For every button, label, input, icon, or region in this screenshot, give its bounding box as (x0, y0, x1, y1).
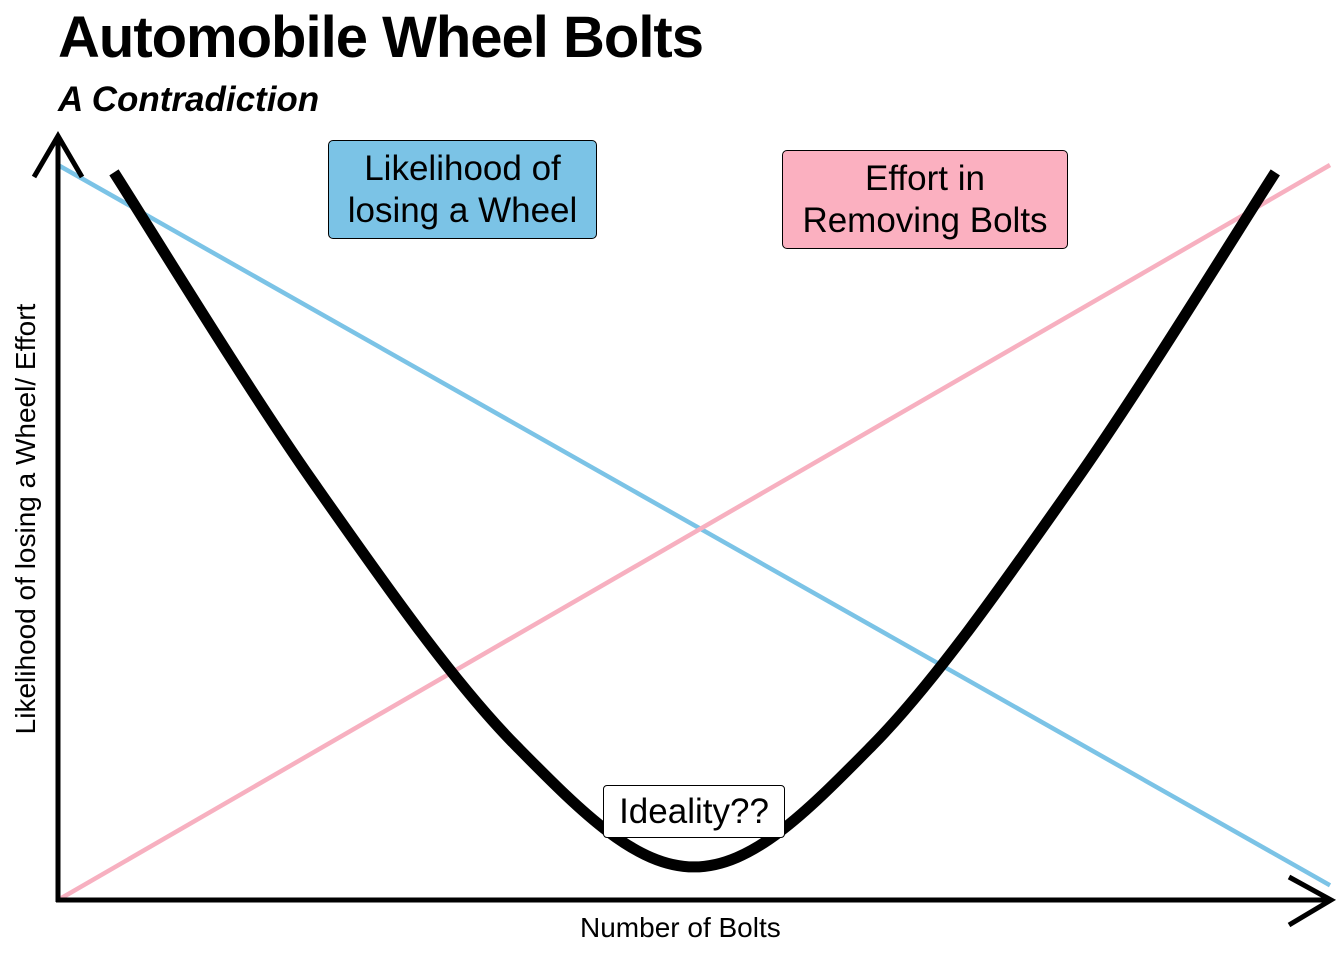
y-axis-label: Likelihood of losing a Wheel/ Effort (10, 303, 41, 735)
ideality-annotation-box: Ideality?? (603, 785, 785, 838)
y-axis-arrowhead (31, 131, 85, 179)
chart-title: Automobile Wheel Bolts (58, 5, 704, 70)
chart-subtitle: A Contradiction (58, 80, 320, 119)
effort-series-line (56, 163, 1332, 902)
ideality-annotation-label: Ideality?? (619, 791, 769, 831)
effort-legend-box: Effort in Removing Bolts (782, 150, 1068, 249)
ideality-curve (109, 169, 1280, 873)
x-axis-arrowhead (1287, 874, 1337, 928)
x-axis-label: Number of Bolts (580, 912, 781, 943)
likelihood-legend-box: Likelihood of losing a Wheel (328, 140, 597, 239)
likelihood-legend-label: Likelihood of losing a Wheel (347, 148, 578, 230)
likelihood-series-line (56, 163, 1332, 888)
effort-legend-label: Effort in Removing Bolts (802, 158, 1048, 240)
